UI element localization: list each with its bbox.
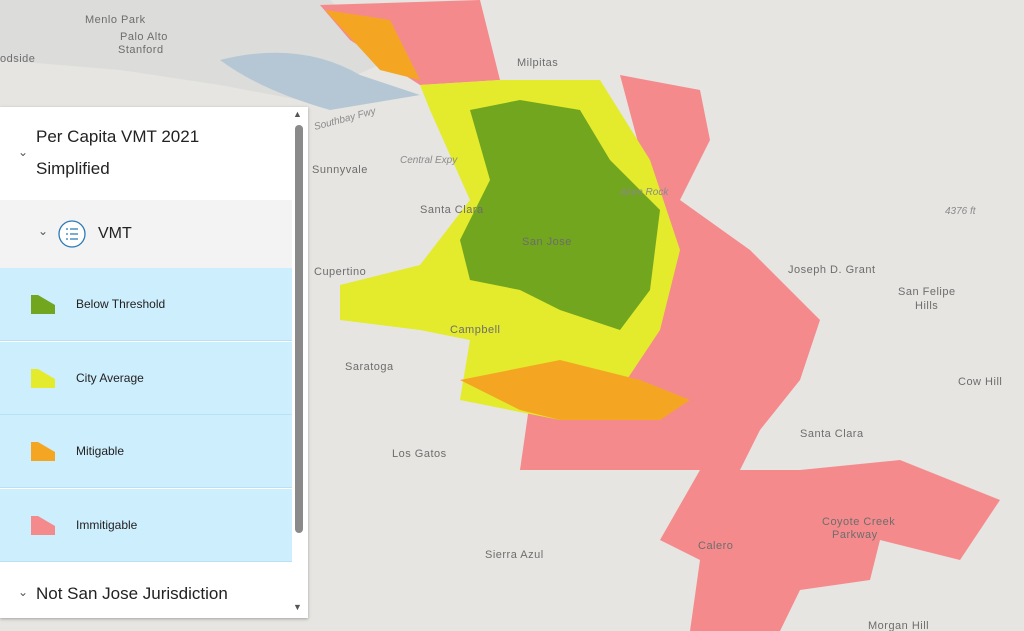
- legend-swatch: [31, 442, 55, 461]
- legend-panel: ⌄ Per Capita VMT 2021 Simplified ⌄ VMT B…: [0, 107, 308, 618]
- legend-item: Mitigable: [0, 415, 292, 488]
- scrollbar[interactable]: [295, 125, 303, 533]
- layer-title: Per Capita VMT 2021: [36, 127, 200, 146]
- sublayer-row[interactable]: ⌄ VMT: [0, 200, 292, 268]
- place-label: Campbell: [450, 324, 500, 336]
- legend-item: Immitigable: [0, 488, 292, 562]
- road-label: Central Expy: [400, 155, 458, 166]
- legend-item: City Average: [0, 341, 292, 415]
- bay-water: [220, 52, 420, 110]
- sublayer-icon: [58, 220, 86, 248]
- swatch-shape: [31, 515, 55, 535]
- place-label: Palo Alto: [120, 31, 168, 43]
- collapse-icon[interactable]: ⌄: [18, 585, 29, 599]
- place-label: odside: [0, 53, 35, 65]
- place-label: Sunnyvale: [312, 164, 368, 176]
- legend-swatch: [31, 368, 55, 388]
- place-label: Coyote Creek: [822, 516, 895, 528]
- scroll-down[interactable]: ▼: [293, 602, 302, 612]
- legend-item: Below Threshold: [0, 268, 292, 341]
- place-label: San Felipe: [898, 286, 956, 298]
- place-label: Menlo Park: [85, 14, 146, 26]
- place-label: Calero: [698, 540, 733, 552]
- legend-label: City Average: [76, 370, 144, 385]
- place-label: Sierra Azul: [485, 549, 544, 561]
- legend-label: Mitigable: [76, 444, 125, 458]
- sublayer-title: VMT: [98, 225, 132, 242]
- place-label: Stanford: [118, 44, 164, 56]
- collapse-icon[interactable]: ⌄: [38, 224, 49, 238]
- layer-title: Simplified: [36, 159, 110, 178]
- place-label: Joseph D. Grant: [788, 264, 876, 276]
- place-label: San Jose: [522, 236, 572, 248]
- layer-title: Not San Jose Jurisdiction: [36, 584, 228, 603]
- zone: [325, 10, 420, 80]
- elevation-label: 4376 ft: [945, 206, 977, 217]
- legend-swatch: [31, 515, 55, 535]
- place-label: Morgan Hill: [868, 620, 929, 631]
- place-label: Milpitas: [517, 57, 558, 69]
- zone: [460, 360, 690, 420]
- place-label: Cupertino: [314, 266, 366, 278]
- swatch-shape: [31, 295, 55, 314]
- place-label: Santa Clara: [800, 428, 864, 440]
- place-label: Hills: [915, 300, 938, 312]
- swatch-shape: [31, 368, 55, 388]
- place-label: Los Gatos: [392, 448, 447, 460]
- legend-label: Immitigable: [76, 517, 138, 532]
- zone: [460, 100, 660, 330]
- zone: [520, 75, 1000, 631]
- legend-swatch: [31, 295, 55, 314]
- place-label: Cow Hill: [958, 376, 1002, 388]
- scroll-up[interactable]: ▲: [293, 109, 302, 119]
- place-label: Santa Clara: [420, 204, 484, 216]
- place-label: Parkway: [832, 529, 878, 541]
- place-label: Alum Rock: [619, 187, 669, 198]
- place-label: Saratoga: [345, 361, 394, 373]
- collapse-icon[interactable]: ⌄: [18, 145, 29, 159]
- swatch-shape: [31, 442, 55, 461]
- legend-label: Below Threshold: [76, 297, 166, 311]
